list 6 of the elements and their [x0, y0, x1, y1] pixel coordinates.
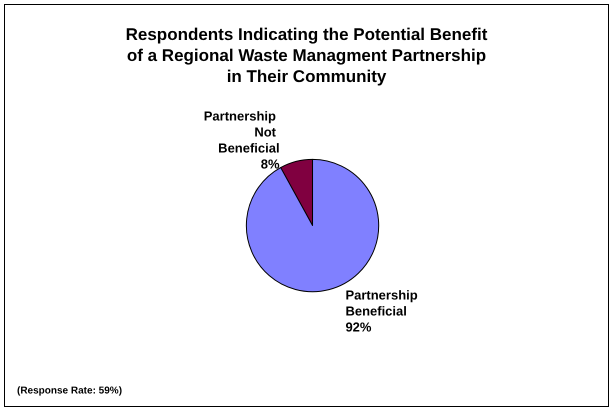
- text: (Response Rate: 59%): [17, 386, 122, 396]
- chart-title: Respondents Indicating the Potential Benefit of a Regional Waste Managment Partnership in Their Community: [126, 25, 488, 86]
- data-label: 92%: [345, 319, 372, 334]
- slice-label: Partnership Not Beneficial: [204, 108, 280, 156]
- slice-label: Partnership Beneficial: [345, 287, 422, 318]
- data-label: 8%: [260, 156, 280, 172]
